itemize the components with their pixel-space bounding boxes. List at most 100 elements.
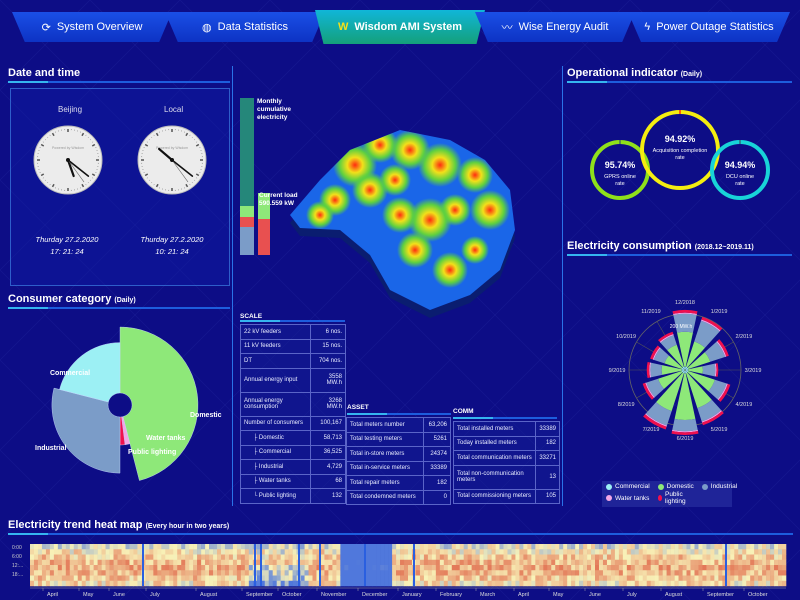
heat-cell	[37, 565, 43, 571]
heat-cell	[762, 554, 767, 561]
heat-cell	[368, 570, 373, 576]
legend-item[interactable]: Commercial	[606, 483, 650, 490]
heat-cell	[471, 575, 476, 582]
heat-cell	[61, 554, 67, 561]
heat-cell	[722, 570, 727, 576]
heat-cell	[774, 544, 779, 550]
heat-cell	[77, 544, 83, 550]
heat-cell	[113, 544, 118, 550]
heat-cell	[507, 575, 512, 582]
heat-cell	[547, 565, 552, 571]
heat-cell	[300, 570, 305, 576]
heat-cell	[626, 565, 632, 571]
heat-cell	[730, 559, 735, 566]
tab-power-outage-statistics[interactable]: ϟ Power Outage Statistics	[628, 12, 790, 42]
heat-cell	[37, 570, 43, 576]
legend-item[interactable]: Public lighting	[657, 491, 694, 505]
heat-cell	[539, 544, 544, 550]
heat-cell	[634, 575, 640, 582]
heat-cell	[240, 570, 246, 576]
heat-cell	[33, 549, 39, 555]
heat-cell	[264, 570, 270, 576]
heat-cell	[169, 580, 174, 587]
heat-cell	[463, 554, 468, 561]
heat-cell	[451, 559, 457, 566]
heat-cell	[483, 580, 488, 587]
heat-cell	[129, 575, 134, 582]
heat-cell	[368, 580, 373, 587]
rose-bar-domestic	[661, 365, 682, 375]
cell-label: Total communication meters	[452, 450, 537, 466]
heat-cell	[423, 544, 429, 550]
heat-cell	[177, 544, 182, 550]
tab-data-statistics[interactable]: ◍ Data Statistics	[165, 12, 325, 42]
heat-cell	[169, 570, 174, 576]
heat-cell	[380, 570, 385, 576]
heat-cell	[133, 554, 138, 561]
rose-bar-commercial	[684, 366, 686, 370]
heat-cell	[642, 559, 648, 566]
heat-cell	[539, 559, 544, 566]
legend-item[interactable]: Water tanks	[606, 491, 650, 505]
heat-cell	[177, 565, 182, 571]
tab-wisdom-ami-system[interactable]: W Wisdom AMI System	[315, 10, 485, 44]
heat-cell	[650, 575, 655, 582]
heat-cell	[37, 549, 43, 555]
asset-title: ASSET	[347, 404, 369, 411]
heat-cell	[165, 559, 170, 566]
legend-item[interactable]: Industrial	[701, 483, 737, 490]
heat-cell	[316, 565, 321, 571]
heat-cell	[276, 544, 281, 550]
tab-wise-energy-audit[interactable]: 〰 Wise Energy Audit	[475, 12, 635, 42]
heat-cell	[332, 580, 337, 587]
heat-cell	[467, 549, 472, 555]
heat-cell	[726, 570, 731, 576]
heat-cell	[133, 565, 138, 571]
heat-cell	[459, 549, 465, 555]
heat-cell	[376, 565, 381, 571]
heat-cell	[591, 544, 596, 550]
heat-cell	[45, 554, 51, 561]
heat-cell	[583, 544, 588, 550]
heat-cell	[45, 580, 51, 587]
heat-cell	[702, 554, 707, 561]
operational-indicator-title: Operational indicator (Daily)	[567, 67, 703, 79]
heat-cell	[718, 580, 723, 587]
heat-cell	[439, 554, 445, 561]
heat-cell	[352, 549, 357, 555]
heat-cell	[37, 544, 43, 550]
heat-cell	[646, 554, 652, 561]
heat-cell	[213, 570, 218, 576]
ring-label: Acquisition completion rate	[653, 148, 708, 161]
heat-cell	[750, 544, 755, 550]
heat-cell	[690, 544, 695, 550]
heat-cell	[670, 570, 675, 576]
heat-cell	[173, 554, 178, 561]
heat-cell	[587, 549, 592, 555]
tab-system-overview[interactable]: ⟳ System Overview	[12, 12, 172, 42]
heat-cell	[523, 549, 528, 555]
rose-bar-commercial	[681, 370, 685, 373]
heat-cell	[220, 580, 226, 587]
heat-cell	[626, 580, 632, 587]
heat-cell	[268, 554, 274, 561]
heat-cell	[754, 565, 759, 571]
heat-cell	[694, 559, 699, 566]
heat-cell	[475, 565, 480, 571]
heat-cell	[539, 570, 544, 576]
heat-cell	[372, 549, 377, 555]
heat-cell	[228, 559, 234, 566]
heat-cell	[670, 549, 675, 555]
heat-cell	[161, 570, 166, 576]
heat-cell	[300, 580, 305, 587]
clock-tick	[40, 143, 45, 147]
heat-cell	[455, 570, 461, 576]
heat-cell	[539, 575, 544, 582]
heat-cell	[602, 544, 608, 550]
legend-item[interactable]: Domestic	[657, 483, 694, 490]
heat-cell	[272, 559, 277, 566]
heat-cell	[268, 570, 274, 576]
heat-cell	[702, 549, 707, 555]
heat-cell	[598, 565, 604, 571]
heat-cell	[463, 559, 468, 566]
